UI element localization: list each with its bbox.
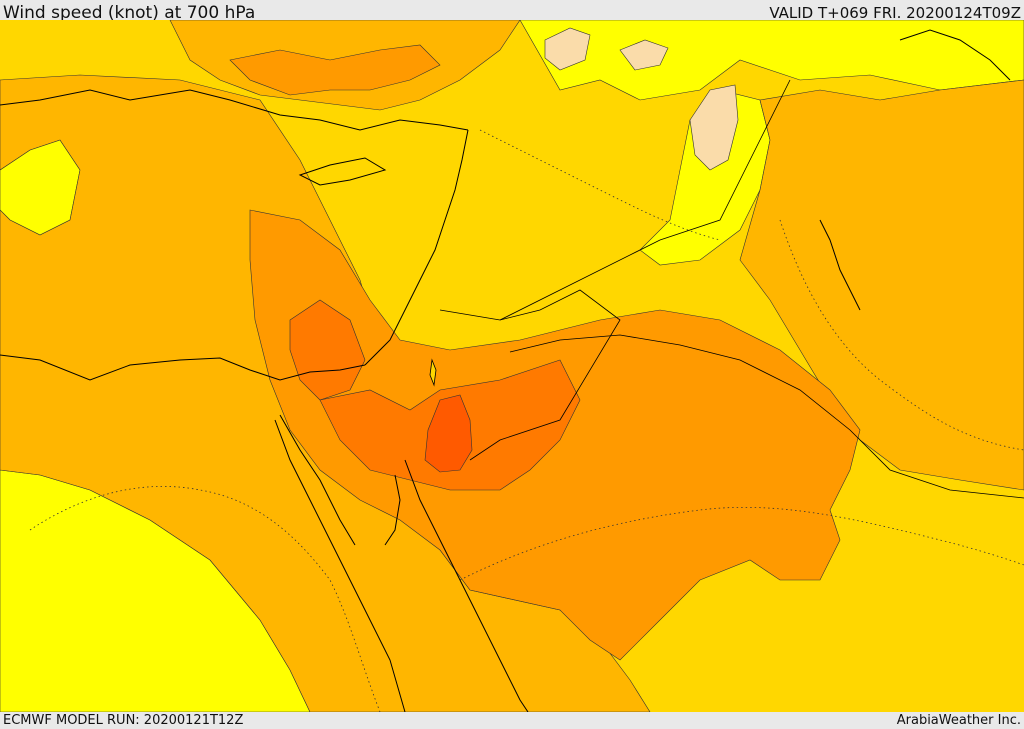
gulf-of-suez — [279, 414, 356, 546]
high-wind-region-turkey-north — [229, 44, 441, 96]
low-wind-region-northeast — [519, 20, 1024, 101]
dotted-contour-north — [479, 129, 721, 241]
coastline-red-sea-west — [274, 419, 406, 712]
coastline-red-sea-east — [404, 459, 529, 712]
dotted-contour-arabia — [459, 506, 1024, 581]
credit-label: ArabiaWeather Inc. — [896, 713, 1021, 728]
caspian-west-coast — [899, 29, 1011, 81]
calm-pocket-north — [544, 27, 591, 71]
wind-speed-map[interactable] — [0, 20, 1024, 712]
dead-sea — [429, 358, 437, 387]
coastline-levant — [364, 129, 469, 366]
very-high-wind-region — [289, 299, 366, 401]
calm-pocket-north-east — [619, 39, 669, 71]
persian-gulf-coast — [819, 219, 861, 311]
footer-bar: ECMWF MODEL RUN: 20200121T12Z ArabiaWeat… — [0, 712, 1024, 729]
mid-wind-region-east — [739, 79, 1024, 491]
dotted-contour-egypt — [29, 486, 381, 712]
map-title: Wind speed (knot) at 700 hPa — [3, 3, 256, 23]
map-canvas — [0, 20, 1024, 712]
peak-wind-core — [424, 394, 473, 473]
cyprus-island — [298, 157, 387, 186]
header-bar: Wind speed (knot) at 700 hPa VALID T+069… — [0, 0, 1024, 23]
border-syria-iraq — [499, 79, 791, 321]
border-iraq-saudi — [509, 334, 1024, 499]
coastline-turkey-south — [0, 89, 469, 131]
valid-time-label: VALID T+069 FRI. 20200124T09Z — [769, 4, 1021, 22]
border-jordan — [439, 289, 621, 461]
coastline-mediterranean-south — [0, 354, 366, 381]
calm-pocket-iraq — [689, 84, 739, 171]
gulf-of-aqaba — [384, 474, 401, 546]
model-run-label: ECMWF MODEL RUN: 20200121T12Z — [3, 713, 244, 728]
